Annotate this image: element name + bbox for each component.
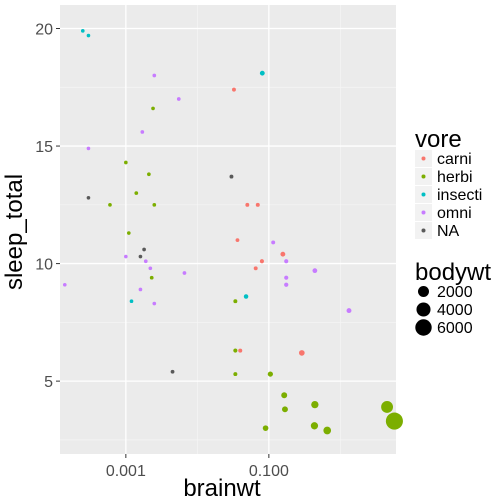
data-point-omni [148, 266, 153, 271]
y-axis: 5 10 15 20 [35, 22, 60, 391]
data-point-omni [182, 271, 187, 275]
legend-key-na [421, 228, 426, 233]
data-point-carni [245, 202, 250, 207]
data-point-na [229, 174, 234, 179]
panel-background [60, 5, 396, 454]
data-point-herbi [233, 348, 238, 353]
data-point-insecti [129, 299, 134, 304]
legend-size-key [416, 302, 431, 317]
data-point-carni [259, 259, 264, 264]
legend-label: insecti [437, 187, 482, 204]
data-point-na [142, 247, 146, 252]
data-point-omni [284, 282, 289, 287]
legend-label: 6000 [437, 320, 473, 337]
data-point-na [86, 195, 91, 200]
data-point-carni [235, 238, 240, 242]
plot-panel [60, 5, 403, 454]
data-point-herbi [152, 202, 157, 207]
y-tick-label: 5 [44, 374, 53, 391]
data-point-herbi [310, 422, 319, 430]
major-gridlines [60, 5, 396, 454]
minor-gridlines [60, 5, 396, 454]
data-point-carni [232, 87, 236, 92]
data-point-na [170, 369, 175, 374]
data-point-herbi [124, 160, 128, 165]
legend-key-carni [421, 156, 426, 161]
legend-label: carni [437, 151, 472, 168]
data-point-insecti [259, 70, 265, 76]
data-point-herbi [233, 299, 238, 304]
data-point-carni [280, 251, 286, 257]
data-point-herbi [134, 191, 139, 195]
legend-key-insecti [421, 192, 426, 197]
data-point-omni [138, 287, 143, 292]
y-tick-label: 15 [35, 139, 53, 156]
data-point-omni [124, 254, 128, 259]
data-point-herbi [147, 172, 151, 177]
data-point-omni [346, 308, 352, 314]
legend-label: omni [437, 205, 472, 222]
data-point-herbi [126, 231, 131, 235]
color-legend-title: vore [415, 126, 462, 153]
data-point-herbi [267, 371, 273, 377]
data-point-insecti [86, 33, 91, 38]
data-point-carni [255, 202, 260, 207]
data-point-insecti [243, 294, 249, 299]
size-legend-title: bodywt [415, 259, 491, 286]
data-point-omni [176, 97, 181, 101]
y-tick-label: 20 [35, 22, 53, 39]
x-axis: 0.001 0.100 [106, 454, 289, 480]
legend-label: 4000 [437, 302, 473, 319]
data-point-herbi [233, 372, 238, 377]
data-point-herbi [311, 400, 319, 409]
data-point-omni [62, 282, 67, 287]
data-point-herbi [262, 425, 269, 431]
legend-key-omni [421, 210, 426, 215]
y-tick-label: 10 [35, 257, 53, 274]
x-tick-label: 0.001 [106, 463, 146, 480]
data-point-insecti [80, 29, 85, 33]
y-axis-title: sleep_total [1, 174, 28, 290]
data-point-omni [143, 259, 148, 264]
data-point-herbi [281, 392, 288, 399]
data-point-carni [238, 348, 243, 353]
data-points [62, 29, 403, 435]
x-axis-title: brainwt [183, 475, 261, 502]
data-point-herbi [323, 426, 332, 435]
data-point-omni [140, 130, 145, 134]
legend-label: herbi [437, 169, 473, 186]
data-point-herbi [281, 406, 288, 413]
legend-label: NA [437, 223, 460, 240]
data-point-omni [271, 240, 276, 245]
legend-key-herbi [421, 174, 426, 179]
data-point-omni [312, 268, 318, 274]
data-point-omni [86, 146, 91, 151]
legend-label: 2000 [437, 284, 473, 301]
data-point-na [138, 254, 143, 259]
data-point-omni [152, 73, 157, 78]
data-point-herbi [381, 401, 393, 413]
data-point-herbi [151, 106, 155, 111]
data-point-herbi [108, 202, 112, 207]
data-point-omni [284, 275, 289, 280]
data-point-carni [253, 266, 258, 271]
data-point-herbi [385, 412, 403, 430]
legend-size-key [418, 286, 429, 297]
data-point-carni [298, 350, 305, 356]
x-tick-label: 0.100 [249, 463, 289, 480]
data-point-omni [284, 259, 289, 264]
data-point-omni [152, 301, 157, 306]
legend-size-key [415, 319, 432, 336]
data-point-herbi [149, 275, 154, 280]
